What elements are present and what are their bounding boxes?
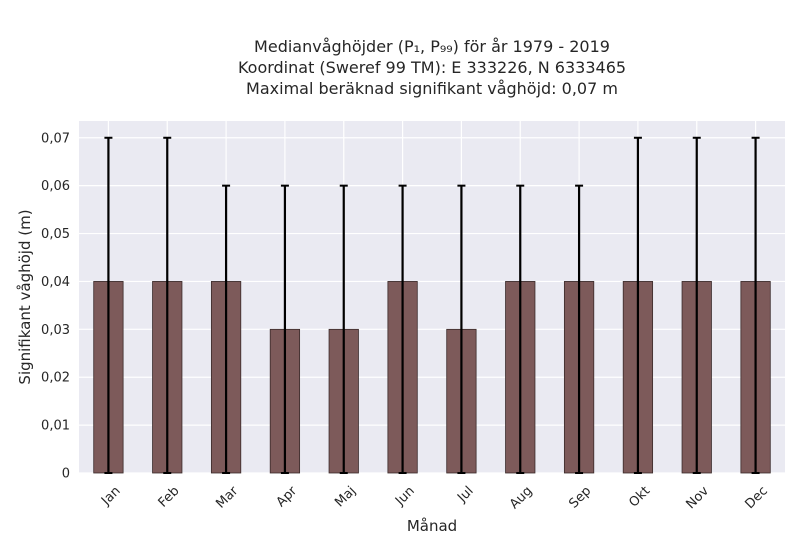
x-tick-label: Jul: [454, 484, 476, 506]
x-tick-label: Feb: [156, 484, 183, 511]
y-tick-label: 0,04: [41, 275, 70, 290]
x-tick-label: Okt: [626, 484, 653, 511]
chart-title-line: Medianvåghöjder (P₁, P₉₉) för år 1979 - …: [254, 37, 610, 56]
x-tick-label: Jun: [392, 484, 418, 510]
error-bar-mar: [222, 184, 231, 474]
x-tick-label: Dec: [742, 484, 770, 512]
chart-title: Medianvåghöjder (P₁, P₉₉) för år 1979 - …: [238, 37, 626, 98]
error-bar-sep: [575, 184, 584, 474]
y-tick-label: 0,03: [41, 323, 70, 338]
x-tick-labels: Jan Feb Mar Apr Maj Jun Jul Aug Sep Okt Nov Dec: [98, 483, 771, 512]
error-bar-apr: [280, 184, 289, 474]
y-tick-label: 0,05: [41, 227, 70, 242]
error-bar-jul: [457, 184, 466, 474]
y-tick-label: 0,02: [41, 371, 70, 386]
error-bar-aug: [516, 184, 525, 474]
error-bar-nov: [692, 136, 701, 474]
error-bar-okt: [633, 136, 642, 474]
plot-area: [79, 121, 785, 473]
error-bar-jan: [104, 136, 113, 474]
error-bars: [104, 136, 760, 474]
error-bar-dec: [751, 136, 760, 474]
x-tick-label: Nov: [683, 483, 712, 512]
x-tick-label: Jan: [98, 484, 123, 509]
x-tick-label: Maj: [332, 484, 359, 511]
x-tick-label: Aug: [507, 484, 536, 513]
y-tick-labels: 0 0,01 0,02 0,03 0,04 0,05 0,06 0,07: [41, 131, 70, 481]
chart-title-line: Koordinat (Sweref 99 TM): E 333226, N 63…: [238, 58, 626, 77]
y-tick-label: 0,07: [41, 131, 70, 146]
error-bar-maj: [339, 184, 348, 474]
x-tick-label: Apr: [274, 483, 301, 510]
y-tick-label: 0,01: [41, 419, 70, 434]
error-bar-feb: [163, 136, 172, 474]
y-tick-label: 0: [62, 467, 70, 482]
x-tick-label: Sep: [566, 484, 594, 512]
y-tick-label: 0,06: [41, 179, 70, 194]
y-axis-label: Signifikant våghöjd (m): [16, 209, 34, 384]
chart-title-line: Maximal beräknad signifikant våghöjd: 0,…: [246, 79, 618, 98]
x-tick-label: Mar: [213, 483, 241, 511]
x-axis-label: Månad: [407, 517, 457, 535]
error-bar-jun: [398, 184, 407, 474]
